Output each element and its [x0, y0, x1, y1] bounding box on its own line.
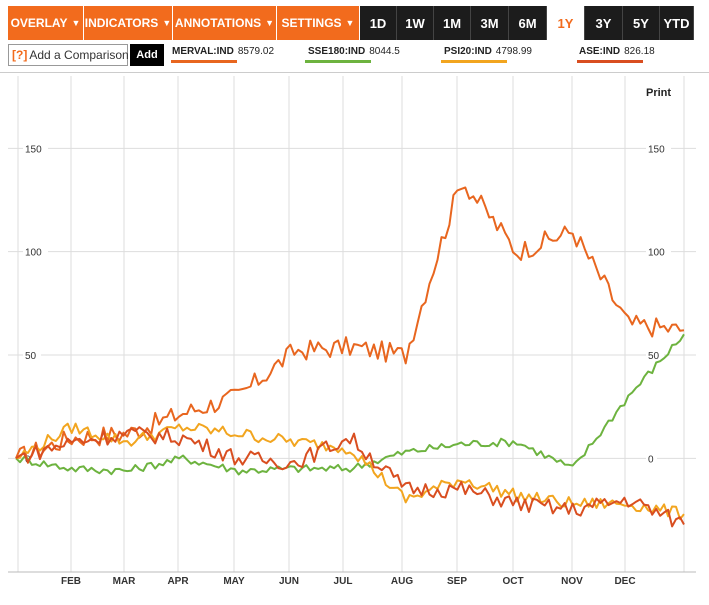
indicators-menu-label: INDICATORS	[84, 16, 159, 30]
y-tick-label-background	[646, 141, 671, 155]
y-tick-label: 50	[25, 351, 37, 362]
x-tick-label: MAR	[113, 576, 137, 587]
legend-swatch-sse180	[305, 60, 371, 63]
x-tick-label: JUL	[334, 576, 353, 587]
legend-item-merval: MERVAL:IND 8579.02	[172, 46, 274, 57]
x-tick-label: AUG	[391, 576, 413, 587]
chevron-down-icon: ▼	[71, 18, 81, 28]
range-ytd-button[interactable]: YTD	[660, 6, 694, 40]
range-5y-button[interactable]: 5Y	[623, 6, 660, 40]
legend-item-ase: ASE:IND 826.18	[579, 46, 655, 57]
y-tick-label: 50	[648, 351, 660, 362]
toolbar-divider	[0, 72, 709, 73]
overlay-menu-button[interactable]: OVERLAY ▼	[8, 6, 84, 40]
legend-item-psi20: PSI20:IND 4798.99	[444, 46, 532, 57]
overlay-menu-label: OVERLAY	[10, 16, 68, 30]
legend-symbol: SSE180:IND	[308, 46, 366, 57]
annotations-menu-label: ANNOTATIONS	[174, 16, 262, 30]
legend-symbol: MERVAL:IND	[172, 46, 234, 57]
legend-swatch-ase	[577, 60, 643, 63]
chart-toolbar: OVERLAY ▼ INDICATORS ▼ ANNOTATIONS ▼ SET…	[8, 6, 694, 40]
range-1d-button[interactable]: 1D	[360, 6, 397, 40]
legend-value: 4798.99	[495, 46, 532, 57]
legend-swatch-psi20	[441, 60, 507, 63]
legend-value: 826.18	[624, 46, 655, 57]
range-6m-button[interactable]: 6M	[509, 6, 547, 40]
x-tick-label: OCT	[502, 576, 523, 587]
x-tick-label: FEB	[61, 576, 81, 587]
series-line-sse180-ind	[15, 333, 685, 476]
comparison-input[interactable]: [?] Add a Comparison	[8, 44, 129, 66]
y-tick-label-background	[646, 348, 664, 361]
legend-symbol: ASE:IND	[579, 46, 621, 57]
legend-item-sse180: SSE180:IND 8044.5	[308, 46, 400, 57]
x-tick-label: NOV	[561, 576, 583, 587]
chevron-down-icon: ▼	[265, 18, 275, 28]
y-tick-label: 100	[25, 248, 42, 259]
comparison-placeholder: Add a Comparison	[29, 48, 129, 62]
y-tick-label-background	[646, 244, 671, 258]
comparison-row: [?] Add a Comparison Add MERVAL:IND 8579.…	[8, 44, 694, 68]
legend-value: 8579.02	[237, 46, 275, 57]
x-tick-label: DEC	[614, 576, 635, 587]
x-tick-label: SEP	[447, 576, 467, 587]
settings-menu-button[interactable]: SETTINGS ▼	[277, 6, 360, 40]
x-tick-label: APR	[167, 576, 189, 587]
help-icon[interactable]: [?]	[12, 48, 28, 62]
y-tick-label-background	[23, 348, 41, 361]
range-1w-button[interactable]: 1W	[397, 6, 434, 40]
legend-value: 8044.5	[369, 46, 400, 57]
y-tick-label: 150	[25, 144, 42, 155]
chevron-down-icon: ▼	[162, 18, 172, 28]
chevron-down-icon: ▼	[345, 18, 355, 28]
annotations-menu-button[interactable]: ANNOTATIONS ▼	[173, 6, 277, 40]
x-tick-label: MAY	[223, 576, 245, 587]
y-tick-label-background	[646, 451, 657, 465]
settings-menu-label: SETTINGS	[281, 16, 342, 30]
print-link[interactable]: Print	[646, 87, 672, 99]
range-3m-button[interactable]: 3M	[471, 6, 509, 40]
x-tick-label: JUN	[279, 576, 299, 587]
legend-swatch-merval	[171, 60, 237, 63]
range-1m-button[interactable]: 1M	[434, 6, 471, 40]
y-tick-label-background	[23, 244, 48, 258]
y-tick-label: 0	[648, 454, 654, 465]
indicators-menu-button[interactable]: INDICATORS ▼	[84, 6, 173, 40]
y-tick-label-background	[23, 141, 48, 155]
y-tick-label: 150	[648, 144, 665, 155]
add-comparison-button[interactable]: Add	[130, 44, 164, 66]
y-tick-label: 100	[648, 248, 665, 259]
range-3y-button[interactable]: 3Y	[585, 6, 623, 40]
series-line-ase-ind	[15, 426, 685, 528]
range-1y-button[interactable]: 1Y	[547, 6, 585, 40]
legend-symbol: PSI20:IND	[444, 46, 492, 57]
series-line-merval-ind	[15, 186, 685, 464]
